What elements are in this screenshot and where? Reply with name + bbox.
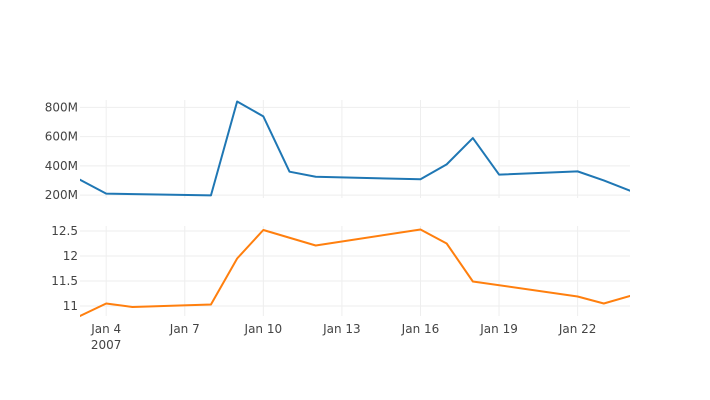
x-tick-label: Jan 13 <box>322 322 361 336</box>
x-year-label: 2007 <box>91 338 122 352</box>
y-tick-label: 11 <box>63 299 78 313</box>
y-tick-label: 400M <box>45 159 78 173</box>
x-gridlines <box>105 100 579 316</box>
y-tick-label: 800M <box>45 100 78 114</box>
y-gridlines <box>80 106 630 307</box>
series-line-top <box>80 100 630 197</box>
x-tick-label: Jan 10 <box>244 322 283 336</box>
y-tick-label: 12.5 <box>51 224 78 238</box>
y-tick-label: 200M <box>45 188 78 202</box>
y-tick-label: 11.5 <box>51 274 78 288</box>
y-tick-label: 12 <box>63 249 78 263</box>
x-tick-label: Jan 19 <box>479 322 518 336</box>
x-tick-label: Jan 16 <box>401 322 440 336</box>
x-tick-label: Jan 22 <box>558 322 597 336</box>
y-tick-label: 600M <box>45 130 78 144</box>
y-tick-labels: 200M 400M 600M 800M 11 11.5 12 12.5 <box>45 100 78 313</box>
x-tick-labels: Jan 4 Jan 7 Jan 10 Jan 13 Jan 16 Jan 19 Jan 22… <box>90 322 596 352</box>
series-layer <box>80 100 630 317</box>
x-tick-label: Jan 4 <box>90 322 121 336</box>
series-line-bottom <box>80 228 630 317</box>
x-tick-label: Jan 7 <box>169 322 200 336</box>
